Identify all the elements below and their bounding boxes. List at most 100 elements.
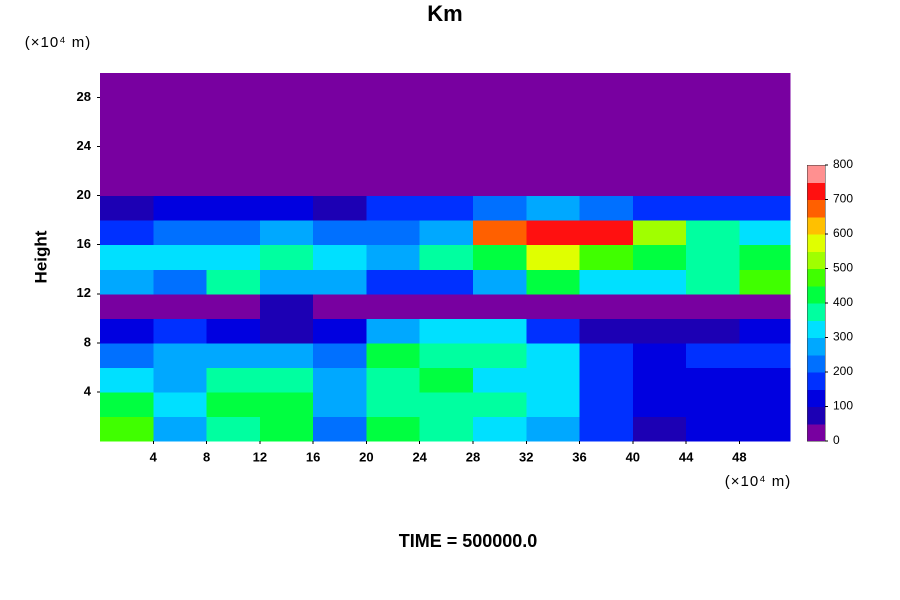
heat-cell bbox=[206, 171, 261, 197]
colorbar-tick-label: 200 bbox=[833, 364, 853, 378]
heat-cell bbox=[632, 367, 687, 393]
heat-cell bbox=[100, 367, 154, 393]
heat-cell bbox=[632, 293, 687, 319]
y-tick-label: 20 bbox=[77, 187, 91, 202]
heat-cell bbox=[153, 391, 208, 417]
heat-cell bbox=[100, 73, 154, 99]
heat-cell bbox=[259, 146, 314, 172]
heat-cell bbox=[419, 195, 474, 221]
heat-cell bbox=[153, 171, 208, 197]
colorbar-swatch bbox=[807, 285, 825, 304]
heat-cell bbox=[419, 293, 474, 319]
heat-cell bbox=[100, 293, 154, 319]
heat-cell bbox=[259, 73, 314, 99]
heat-cell bbox=[100, 244, 154, 270]
heat-cell bbox=[206, 367, 261, 393]
heat-cell bbox=[472, 220, 527, 246]
heat-cell bbox=[739, 122, 791, 148]
colorbar-tick-label: 300 bbox=[833, 330, 853, 344]
heat-cell bbox=[632, 269, 687, 295]
y-tick-label: 24 bbox=[77, 138, 92, 153]
heat-cell bbox=[526, 367, 581, 393]
heat-cell bbox=[313, 220, 367, 246]
heat-cell bbox=[739, 342, 791, 368]
heat-cell bbox=[686, 342, 740, 368]
heat-cell bbox=[313, 122, 367, 148]
heat-cell bbox=[632, 97, 687, 123]
x-tick-label: 8 bbox=[203, 449, 210, 464]
heat-cell bbox=[526, 73, 581, 99]
heat-cell bbox=[739, 416, 791, 442]
heat-cell bbox=[686, 391, 740, 417]
heat-cell bbox=[579, 146, 634, 172]
heat-cell bbox=[526, 97, 581, 123]
heat-cell bbox=[526, 122, 581, 148]
heat-cell bbox=[739, 269, 791, 295]
heat-cell bbox=[526, 171, 581, 197]
heat-cell bbox=[313, 97, 367, 123]
heat-cell bbox=[739, 146, 791, 172]
heat-cell bbox=[366, 269, 421, 295]
x-tick-label: 40 bbox=[626, 449, 640, 464]
heat-cell bbox=[419, 342, 474, 368]
heat-cell bbox=[579, 416, 634, 442]
heat-cell bbox=[100, 318, 154, 344]
colorbar-swatch bbox=[807, 372, 825, 390]
heat-cell bbox=[206, 122, 261, 148]
heat-cell bbox=[313, 391, 367, 417]
colorbar-swatch bbox=[807, 165, 825, 183]
heat-cell bbox=[632, 416, 687, 442]
heat-cell bbox=[472, 318, 527, 344]
heat-cell bbox=[206, 416, 261, 442]
heat-cell bbox=[313, 171, 367, 197]
heat-cell bbox=[313, 416, 367, 442]
heat-cell bbox=[259, 416, 314, 442]
heat-cell bbox=[313, 73, 367, 99]
heat-cell bbox=[259, 367, 314, 393]
x-tick-label: 4 bbox=[150, 449, 158, 464]
x-tick-label: 32 bbox=[519, 449, 533, 464]
heat-cell bbox=[153, 146, 208, 172]
heat-cell bbox=[259, 195, 314, 221]
heat-cell bbox=[686, 269, 740, 295]
colorbar-swatch bbox=[807, 199, 825, 218]
heat-cell bbox=[579, 342, 634, 368]
heat-cell bbox=[313, 367, 367, 393]
heat-cell bbox=[313, 342, 367, 368]
heat-cell bbox=[100, 122, 154, 148]
heat-cell bbox=[153, 122, 208, 148]
heat-cell bbox=[686, 416, 740, 442]
x-tick-label: 28 bbox=[466, 449, 480, 464]
heat-cell bbox=[579, 318, 634, 344]
heat-cell bbox=[739, 391, 791, 417]
heat-cell bbox=[472, 244, 527, 270]
heat-cell bbox=[153, 342, 208, 368]
colorbar-tick-label: 600 bbox=[833, 226, 853, 240]
x-tick-label: 12 bbox=[253, 449, 267, 464]
heat-cell bbox=[579, 97, 634, 123]
heat-cell bbox=[100, 342, 154, 368]
heat-cell bbox=[686, 195, 740, 221]
heat-cell bbox=[739, 367, 791, 393]
heat-cell bbox=[259, 391, 314, 417]
heat-cell bbox=[579, 269, 634, 295]
heat-cell bbox=[100, 269, 154, 295]
heat-cell bbox=[419, 318, 474, 344]
heat-cell bbox=[419, 171, 474, 197]
x-tick-label: 16 bbox=[306, 449, 320, 464]
colorbar-swatch bbox=[807, 268, 825, 287]
colorbar-swatch bbox=[807, 234, 825, 252]
heat-cell bbox=[259, 293, 314, 319]
heat-cell bbox=[579, 293, 634, 319]
heat-cell bbox=[579, 73, 634, 99]
heat-cell bbox=[259, 244, 314, 270]
heat-cell bbox=[259, 342, 314, 368]
heat-cell bbox=[472, 342, 527, 368]
heat-cell bbox=[206, 391, 261, 417]
heat-cell bbox=[153, 73, 208, 99]
heat-cell bbox=[153, 318, 208, 344]
heat-cell bbox=[579, 122, 634, 148]
y-tick-label: 16 bbox=[77, 236, 91, 251]
heat-cell bbox=[739, 220, 791, 246]
heat-cell bbox=[579, 171, 634, 197]
